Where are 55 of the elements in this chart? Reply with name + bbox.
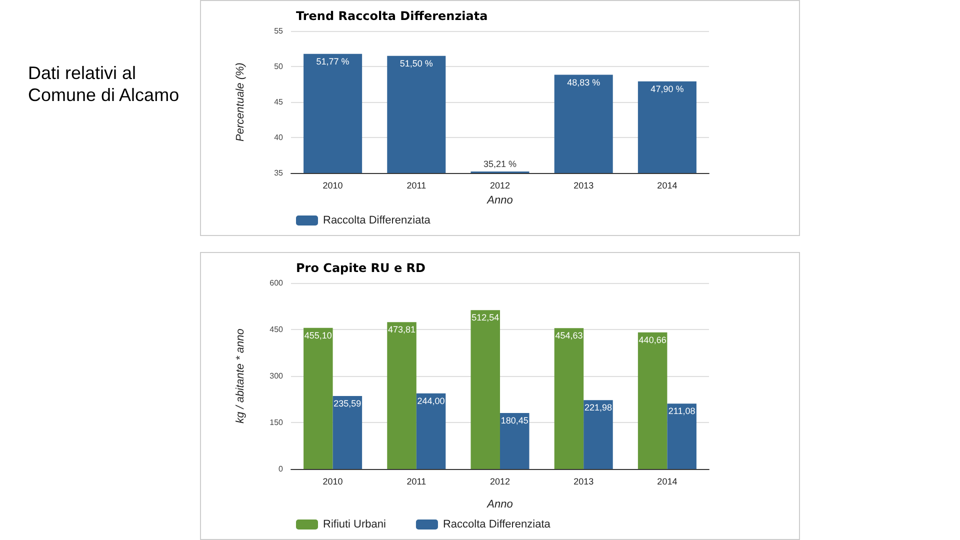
chart-title: Trend Raccolta Differenziata	[296, 9, 488, 23]
x-tick-label: 2014	[657, 180, 678, 190]
bar	[470, 310, 500, 469]
data-label: 454,63	[555, 330, 583, 341]
x-tick-label: 2013	[574, 180, 594, 190]
legend-label: Raccolta Differenziata	[442, 518, 552, 530]
y-tick-label: 45	[274, 98, 284, 106]
y-axis-title: Percentuale (%)	[234, 62, 246, 142]
bar	[667, 404, 696, 469]
x-tick-label: 2010	[322, 476, 343, 486]
x-axis-title: Anno	[486, 194, 513, 206]
x-tick-label: 2011	[406, 476, 426, 486]
data-label: 455,10	[304, 330, 332, 340]
bar	[584, 400, 613, 469]
legend-label: Rifiuti Urbani	[323, 518, 386, 530]
bar	[638, 332, 668, 469]
data-label: 473,81	[388, 324, 416, 335]
x-tick-label: 2010	[322, 180, 343, 190]
data-label: 440,66	[638, 334, 666, 345]
y-tick-label: 0	[278, 464, 284, 474]
data-label: 35,21 %	[483, 159, 517, 170]
bar	[387, 322, 416, 469]
y-axis-title: kg / abitante * anno	[234, 328, 246, 424]
data-label: 51,50 %	[400, 58, 433, 68]
y-tick-label: 600	[270, 278, 284, 288]
x-axis-title: Anno	[486, 498, 513, 510]
data-label: 512,54	[472, 312, 500, 323]
y-tick-label: 50	[274, 62, 284, 71]
data-label: 51,77 %	[316, 56, 350, 66]
bar	[500, 413, 530, 469]
x-tick-label: 2014	[657, 476, 678, 486]
y-tick-label: 40	[274, 133, 284, 142]
legend-label: Raccolta Differenziata	[323, 214, 432, 226]
data-label: 244,00	[417, 396, 445, 406]
x-tick-label: 2012	[490, 476, 510, 486]
data-label: 221,98	[584, 402, 612, 413]
y-tick-label: 300	[270, 372, 284, 380]
y-tick-label: 150	[270, 418, 284, 427]
y-tick-label: 55	[274, 26, 284, 36]
bar	[332, 396, 362, 469]
x-tick-label: 2012	[490, 180, 510, 190]
chart-title: Pro Capite RU e RD	[296, 261, 426, 275]
data-label: 235,59	[334, 398, 362, 408]
data-label: 180,45	[500, 416, 528, 426]
bar	[554, 328, 584, 469]
data-label: 48,83 %	[567, 77, 600, 88]
x-tick-label: 2013	[574, 476, 594, 486]
data-label: 211,08	[668, 406, 696, 416]
x-tick-label: 2011	[406, 180, 426, 190]
y-tick-label: 450	[270, 325, 284, 334]
bar	[304, 328, 333, 469]
data-label: 47,90 %	[650, 84, 684, 94]
bar	[416, 393, 446, 469]
text: Dati relativi al Comune di Alcamo	[28, 62, 180, 106]
y-tick-label: 35	[274, 168, 284, 178]
